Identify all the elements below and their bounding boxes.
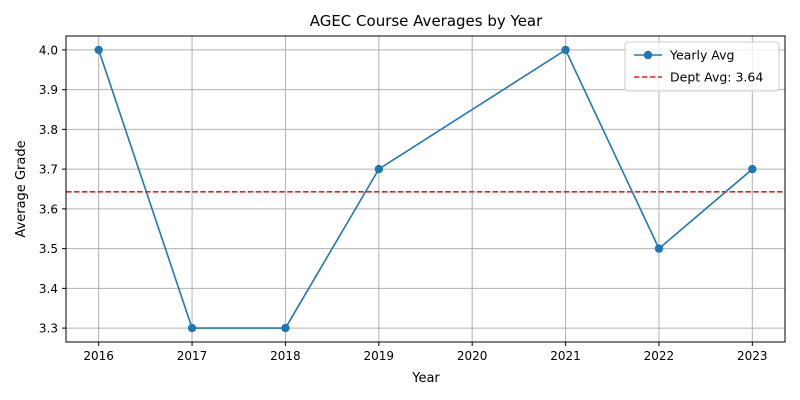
- y-tick-label: 4.0: [39, 43, 58, 57]
- y-tick-label: 3.4: [39, 282, 58, 296]
- yearly-avg-point: [187, 323, 197, 333]
- legend: Yearly Avg Dept Avg: 3.64: [624, 41, 780, 92]
- yearly-avg-point: [281, 323, 290, 333]
- legend-yearly-avg-label: Yearly Avg: [669, 48, 734, 63]
- y-tick-label: 3.7: [39, 163, 58, 177]
- plot-area-frame: [65, 35, 786, 343]
- y-tick-label: 3.5: [39, 242, 58, 256]
- x-tick-label: 2019: [364, 349, 395, 363]
- y-axis-label: Average Grade: [14, 140, 29, 237]
- grid: [66, 36, 785, 342]
- x-tick-label: 2018: [270, 349, 301, 363]
- y-tick-label: 3.9: [39, 83, 58, 97]
- chart-title: AGEC Course Averages by Year: [310, 12, 543, 30]
- y-axis-ticks: 3.3 3.4 3.5 3.6 3.7 3.8 3.9 4.0: [39, 43, 66, 336]
- legend-dept-avg-label: Dept Avg: 3.64: [670, 70, 763, 85]
- y-tick-label: 3.6: [39, 202, 58, 216]
- yearly-avg-line: [97, 49, 753, 329]
- series-layer: [66, 45, 785, 333]
- x-axis-label: Year: [411, 371, 440, 386]
- x-tick-label: 2017: [177, 349, 208, 363]
- legend-yearly-avg-marker: [643, 50, 653, 60]
- y-tick-label: 3.8: [39, 123, 58, 137]
- yearly-avg-point: [374, 164, 384, 174]
- y-tick-label: 3.3: [39, 322, 58, 336]
- x-tick-label: 2020: [457, 349, 488, 363]
- yearly-avg-point: [654, 244, 664, 253]
- yearly-avg-point: [748, 164, 757, 174]
- yearly-avg-point: [561, 45, 570, 55]
- x-axis-ticks: 2016 2017 2018 2019 2020 2021 2022 2023: [83, 342, 768, 363]
- x-tick-label: 2016: [83, 349, 114, 363]
- legend-box: [624, 41, 780, 92]
- yearly-avg-point: [94, 45, 103, 55]
- x-tick-label: 2023: [737, 349, 768, 363]
- x-tick-label: 2022: [644, 349, 675, 363]
- x-tick-label: 2021: [550, 349, 581, 363]
